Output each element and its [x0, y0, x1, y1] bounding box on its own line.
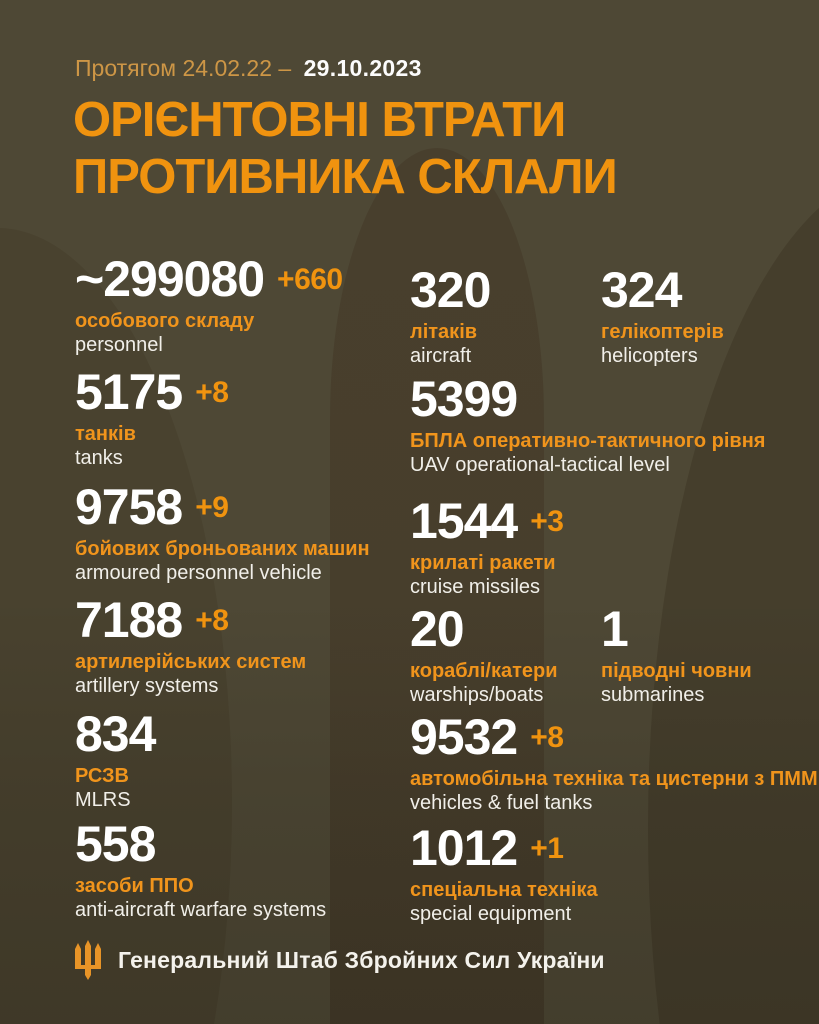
stat-delta: +1 — [530, 832, 564, 865]
stat-aircraft: 320 літаків aircraft — [410, 262, 491, 368]
stat-label-en: special equipment — [410, 903, 572, 925]
stat-delta: +3 — [530, 505, 564, 538]
stat-label-ua: гелікоптерів — [601, 321, 724, 343]
title-line-2: ПРОТИВНИКА СКЛАЛИ — [73, 150, 618, 204]
stat-label-en: personnel — [75, 334, 163, 356]
stat-label-en: helicopters — [601, 345, 698, 367]
stat-submarines: 1 підводні човни submarines — [601, 603, 752, 707]
stat-value: 1544 — [410, 493, 518, 549]
stat-air-defence: 558 засоби ППО anti-aircraft warfare sys… — [75, 818, 326, 922]
stat-personnel: ~299080 +660 особового складу personnel — [75, 253, 343, 357]
report-period: Протягом 24.02.22 – 29.10.2023 — [75, 54, 422, 82]
stat-label-en: anti-aircraft warfare systems — [75, 899, 327, 921]
stat-label-en: vehicles & fuel tanks — [410, 792, 593, 814]
organization-name: Генеральний Штаб Збройних Сил України — [118, 947, 605, 973]
stat-artillery: 7188 +8 артилерійських систем artillery s… — [75, 594, 306, 698]
stat-label-ua: кораблі/катери — [410, 660, 558, 682]
stat-label-ua: особового складу — [75, 310, 255, 332]
title-line-1: ОРІЄНТОВНІ ВТРАТИ — [73, 93, 566, 147]
stat-label-ua: бойових броньованих машин — [75, 538, 370, 560]
stat-value: 324 — [601, 262, 682, 318]
stat-value: 20 — [410, 601, 465, 657]
shell-silhouette-center — [330, 148, 544, 1024]
footer: Генеральний Штаб Збройних Сил України — [75, 940, 605, 980]
stat-warships: 20 кораблі/катери warships/boats — [410, 603, 558, 707]
stat-armoured-vehicles: 9758 +9 бойових броньованих машин armoure… — [75, 481, 370, 585]
stat-label-ua: РСЗВ — [75, 765, 129, 787]
trident-icon — [75, 940, 101, 980]
stat-cruise-missiles: 1544 +3 крилаті ракети cruise missiles — [410, 493, 564, 599]
stat-label-ua: артилерійських систем — [75, 651, 307, 673]
stat-uav: 5399 БПЛА оперативно-тактичного рівня UA… — [410, 373, 765, 477]
stat-value: 558 — [75, 816, 156, 872]
stat-label-en: aircraft — [410, 345, 472, 367]
period-prefix: Протягом 24.02.22 – — [75, 55, 292, 81]
stat-label-ua: БПЛА оперативно-тактичного рівня — [410, 430, 766, 452]
stat-value: ~299080 — [75, 251, 265, 307]
stat-label-en: artillery systems — [75, 675, 219, 697]
stat-delta: +660 — [277, 263, 343, 296]
page-title: ОРІЄНТОВНІ ВТРАТИ ПРОТИВНИКА СКЛАЛИ — [73, 92, 618, 206]
stat-label-ua: літаків — [410, 321, 478, 343]
stat-delta: +8 — [530, 721, 564, 754]
stat-label-en: armoured personnel vehicle — [75, 562, 322, 584]
stat-label-en: MLRS — [75, 789, 131, 811]
stat-helicopters: 324 гелікоптерів helicopters — [601, 264, 724, 368]
stat-mlrs: 834 РСЗВ MLRS — [75, 706, 156, 812]
stat-value: 7188 — [75, 592, 183, 648]
stat-label-ua: автомобільна техніка та цистерни з ПММ — [410, 768, 818, 790]
stat-delta: +9 — [195, 491, 229, 524]
stat-delta: +8 — [195, 604, 229, 637]
stat-special-equipment: 1012 +1 спеціальна техніка special equipm… — [410, 822, 598, 926]
stat-label-ua: крилаті ракети — [410, 552, 556, 574]
report-date: 29.10.2023 — [303, 55, 422, 81]
stat-label-en: submarines — [601, 684, 705, 706]
stat-value: 9758 — [75, 479, 183, 535]
stat-value: 1 — [601, 601, 629, 657]
stat-tanks: 5175 +8 танків tanks — [75, 364, 229, 470]
stat-value: 834 — [75, 706, 156, 762]
stat-label-ua: спеціальна техніка — [410, 879, 598, 901]
stat-value: 5399 — [410, 371, 518, 427]
stat-label-en: warships/boats — [410, 684, 544, 706]
stat-value: 9532 — [410, 709, 518, 765]
stat-vehicles-fuel-tanks: 9532 +8 автомобільна техніка та цистерни … — [410, 711, 818, 815]
stat-label-ua: засоби ППО — [75, 875, 194, 897]
stat-label-ua: танків — [75, 423, 136, 445]
stat-label-en: cruise missiles — [410, 576, 541, 598]
stat-value: 1012 — [410, 820, 518, 876]
stat-label-ua: підводні човни — [601, 660, 752, 682]
stat-label-en: tanks — [75, 447, 123, 469]
stat-value: 5175 — [75, 364, 183, 420]
stat-value: 320 — [410, 262, 491, 318]
stat-delta: +8 — [195, 376, 229, 409]
stat-label-en: UAV operational-tactical level — [410, 454, 670, 476]
